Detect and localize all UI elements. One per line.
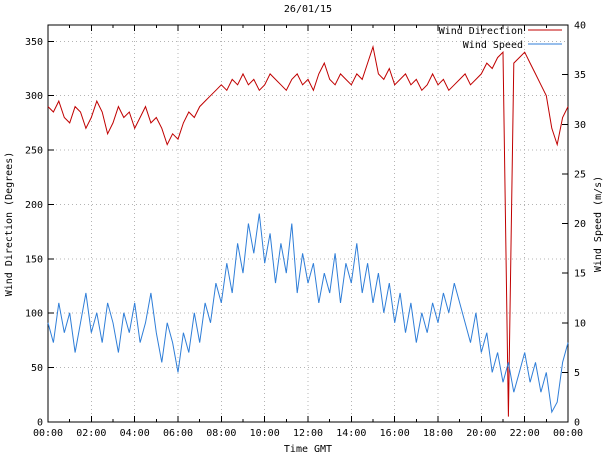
legend-label-wind-speed: Wind Speed bbox=[463, 40, 523, 51]
right-axis-tick-label: 40 bbox=[574, 21, 586, 32]
left-axis-tick-label: 350 bbox=[25, 37, 43, 48]
right-axis-tick-label: 15 bbox=[574, 269, 586, 280]
left-axis-tick-label: 50 bbox=[31, 363, 43, 374]
chart-plot-layer: 0 50 100 150 200 250 300 350 0 5 10 15 20 25 30 35 40 00:… bbox=[25, 21, 586, 440]
left-axis-tick-label: 0 bbox=[37, 418, 43, 429]
x-axis-tick-label: 14:00 bbox=[336, 428, 366, 439]
right-axis-tick-label: 0 bbox=[574, 418, 580, 429]
series-line-wind-speed bbox=[47, 213, 569, 414]
x-axis-tick-label: 10:00 bbox=[250, 428, 280, 439]
x-axis-tick-label: 08:00 bbox=[206, 428, 236, 439]
x-axis-tick-label: 20:00 bbox=[466, 428, 496, 439]
x-axis-tick-label: 00:00 bbox=[33, 428, 63, 439]
left-axis-tick-label: 250 bbox=[25, 146, 43, 157]
legend: Wind Direction Wind Speed bbox=[439, 26, 562, 51]
right-axis-tick-label: 25 bbox=[574, 169, 586, 180]
plot-border bbox=[47, 24, 569, 423]
y-axis-right-label: Wind Speed (m/s) bbox=[593, 176, 604, 272]
chart-title: 26/01/15 bbox=[284, 4, 332, 15]
left-axis-tick-label: 150 bbox=[25, 254, 43, 265]
right-axis-tick-label: 20 bbox=[574, 219, 586, 230]
x-axis-tick-label: 06:00 bbox=[163, 428, 193, 439]
right-axis-tick-label: 10 bbox=[574, 318, 586, 329]
left-axis-tick-label: 100 bbox=[25, 309, 43, 320]
series-line-wind-direction bbox=[47, 44, 569, 417]
x-axis-tick-label: 04:00 bbox=[120, 428, 150, 439]
x-axis-tick-label: 00:00 bbox=[553, 428, 583, 439]
x-axis-tick-label: 02:00 bbox=[76, 428, 106, 439]
right-axis-tick-label: 35 bbox=[574, 70, 586, 81]
x-axis-tick-label: 22:00 bbox=[510, 428, 540, 439]
legend-label-wind-direction: Wind Direction bbox=[439, 26, 523, 37]
right-axis-tick-label: 5 bbox=[574, 368, 580, 379]
x-axis-tick-label: 12:00 bbox=[293, 428, 323, 439]
x-axis-label: Time GMT bbox=[284, 444, 332, 455]
left-axis-tick-label: 200 bbox=[25, 200, 43, 211]
y-axis-left-label: Wind Direction (Degrees) bbox=[4, 152, 15, 297]
right-axis-tick-label: 30 bbox=[574, 120, 586, 131]
x-axis-tick-label: 18:00 bbox=[423, 428, 453, 439]
x-axis-tick-label: 16:00 bbox=[380, 428, 410, 439]
left-axis-tick-label: 300 bbox=[25, 91, 43, 102]
